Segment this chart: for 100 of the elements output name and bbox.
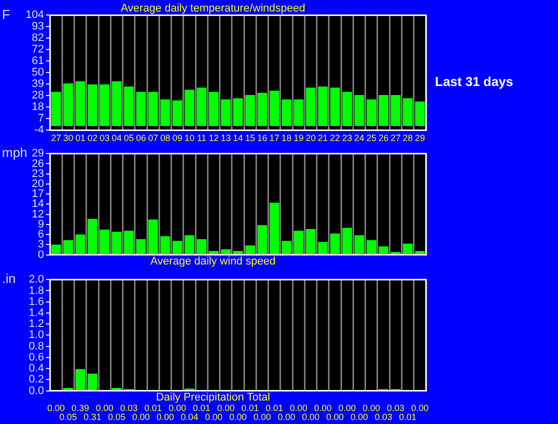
- data-label: 0.00: [253, 412, 272, 422]
- y-tick-label: 72: [32, 44, 44, 56]
- bar: [63, 83, 74, 126]
- x-tick-label: 23: [342, 133, 352, 144]
- x-tick-label: 19: [294, 133, 304, 144]
- x-tick-label: 27: [51, 133, 62, 144]
- data-label: 0.00: [314, 402, 332, 413]
- y-tick-label: 2.0: [28, 274, 44, 286]
- data-label: 0.04: [180, 412, 198, 422]
- bar: [354, 95, 364, 126]
- data-label: 0.00: [302, 412, 320, 422]
- bar: [415, 101, 425, 126]
- bar: [294, 230, 304, 254]
- bar: [354, 235, 364, 254]
- data-label: 0.00: [168, 402, 186, 413]
- bar: [184, 90, 194, 126]
- y-tick-label: 0.2: [28, 374, 44, 386]
- bar: [63, 240, 74, 254]
- x-tick-label: 25: [366, 133, 376, 144]
- bar: [366, 99, 376, 126]
- y-tick-label: 1.6: [28, 296, 44, 308]
- bar: [402, 98, 413, 126]
- x-tick-label: 20: [306, 133, 316, 144]
- data-label: 0.01: [399, 412, 417, 422]
- data-label: 0.00: [290, 402, 308, 413]
- x-tick-label: 30: [63, 133, 74, 144]
- bar: [342, 92, 352, 126]
- bar: [306, 88, 316, 126]
- y-tick-label: 18: [32, 101, 44, 114]
- bar: [208, 92, 219, 126]
- y-tick-label: 104: [26, 9, 44, 22]
- data-label: 0.00: [411, 402, 429, 413]
- x-tick-label: 08: [160, 133, 170, 144]
- bar: [233, 250, 243, 254]
- x-tick-label: 07: [148, 133, 158, 144]
- data-label: 0.01: [266, 402, 284, 413]
- y-tick-label: 9: [38, 218, 44, 230]
- bar: [318, 242, 328, 254]
- y-tick-label: 61: [32, 55, 44, 68]
- x-tick-label: 02: [87, 133, 98, 144]
- x-tick-label: 06: [136, 133, 146, 144]
- bar: [270, 202, 280, 254]
- bar: [402, 244, 413, 254]
- x-tick-label: 17: [269, 133, 280, 144]
- bar: [160, 236, 170, 254]
- bar: [124, 86, 134, 126]
- data-label: 0.01: [144, 402, 162, 413]
- bar: [112, 81, 122, 126]
- x-tick-label: 18: [282, 133, 292, 144]
- text: Average daily wind speed: [150, 255, 276, 268]
- data-label: 0.00: [350, 412, 368, 422]
- bar: [100, 84, 110, 126]
- bar: [51, 92, 61, 126]
- y-tick-label: 17: [32, 188, 44, 200]
- bar: [196, 239, 206, 254]
- data-label: 0.00: [229, 412, 247, 422]
- x-tick-label: 10: [184, 133, 194, 144]
- chart-title: Average daily temperature/windspeed: [120, 2, 306, 15]
- data-label: 0.00: [47, 402, 65, 413]
- bar: [172, 240, 182, 254]
- y-tick-label: 29: [32, 148, 44, 160]
- bar: [233, 98, 243, 126]
- bar: [88, 374, 98, 390]
- data-label: 0.03: [374, 412, 392, 422]
- y-tick-label: 1.8: [28, 284, 44, 297]
- data-label: 0.00: [338, 402, 356, 413]
- text: Last 31 days: [435, 74, 514, 89]
- y-tick-label: 3: [38, 238, 44, 251]
- data-label: 0.00: [204, 412, 223, 422]
- data-label: 0.01: [192, 402, 210, 413]
- x-tick-label: 27: [390, 133, 401, 144]
- x-tick-label: 14: [232, 133, 244, 144]
- bar: [390, 95, 401, 126]
- bar: [282, 240, 292, 254]
- bar: [160, 99, 170, 126]
- y-tick-label: 20: [32, 178, 44, 190]
- bar: [88, 218, 98, 254]
- y-tick-label: 82: [32, 32, 44, 44]
- bar: [378, 246, 388, 254]
- bar: [112, 232, 122, 254]
- x-tick-label: 28: [402, 133, 413, 144]
- text: Daily Precipitation Total: [156, 391, 270, 404]
- bar: [221, 249, 231, 254]
- x-tick-label: 26: [378, 133, 389, 144]
- y-tick-label: 26: [32, 158, 44, 170]
- bar: [330, 88, 340, 126]
- bar: [245, 245, 255, 254]
- y-tick-label: 1.2: [28, 318, 44, 330]
- y-tick-label: 0.0: [28, 384, 44, 397]
- x-tick-label: 03: [100, 133, 110, 144]
- bar: [342, 228, 352, 254]
- bar: [257, 225, 268, 254]
- y-tick-label: 28: [32, 90, 44, 102]
- x-tick-label: 09: [172, 133, 182, 144]
- x-tick-label: 05: [124, 133, 134, 144]
- y-tick-label: 1.0: [28, 329, 44, 342]
- data-label: 0.05: [108, 412, 126, 422]
- x-tick-label: 12: [208, 133, 219, 144]
- y-tick-label: 0.4: [28, 362, 44, 375]
- bar: [318, 86, 328, 126]
